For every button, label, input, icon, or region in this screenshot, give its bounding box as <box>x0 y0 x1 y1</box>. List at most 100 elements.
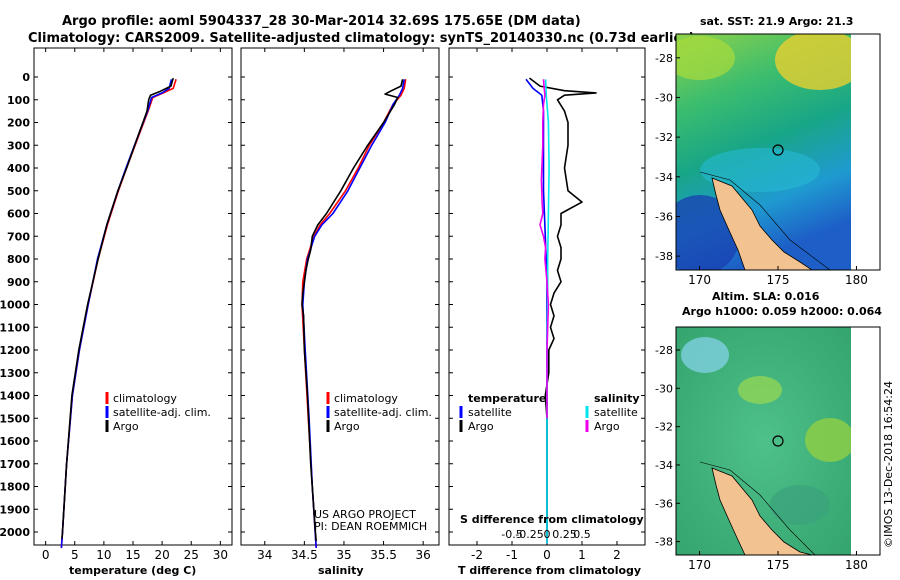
s-tick-label: 0 <box>544 528 551 541</box>
new-zealand-landmass <box>711 467 813 555</box>
legend-satellite-label: satellite-adj. clim. <box>113 406 211 419</box>
sst-map-title: sat. SST: 21.9 Argo: 21.3 <box>700 15 853 28</box>
series-line-satellite-adj-clim- <box>301 79 405 548</box>
depth-tick-label: 300 <box>7 139 30 152</box>
legend-salinity-title: salinity <box>594 392 640 405</box>
map-no-data-area <box>851 327 880 555</box>
difference-legend: temperature satellite Argo salinity sate… <box>459 392 640 433</box>
s-difference-label: S difference from climatology <box>460 513 644 526</box>
lat-tick-label: -30 <box>655 91 673 104</box>
sla-high-patch <box>738 376 782 404</box>
s-tick-label: -0.5 <box>501 528 522 541</box>
lat-tick-label: -36 <box>655 497 673 510</box>
legend-temperature-title: temperature <box>468 392 546 405</box>
lat-tick-label: -34 <box>655 459 673 472</box>
depth-tick-label: 200 <box>7 117 30 130</box>
depth-tick-label: 0 <box>22 71 30 84</box>
sla-low-patch <box>681 337 729 373</box>
x-tick-label: 10 <box>96 548 111 562</box>
series-line-satellite-adj-clim- <box>60 79 173 548</box>
sst-map: sat. SST: 21.9 Argo: 21.3 170 175 180 -28 -3… <box>655 15 881 287</box>
depth-tick-label: 400 <box>7 162 30 175</box>
depth-tick-label: 900 <box>7 276 30 289</box>
lon-tick-label: 170 <box>688 273 711 287</box>
x-tick-label: 35.5 <box>370 548 397 562</box>
depth-tick-label: 1800 <box>0 481 30 494</box>
imos-timestamp: ©IMOS 13-Dec-2018 16:54:24 <box>882 381 895 548</box>
series-line-s-argo <box>539 79 550 419</box>
legend-argo-label: Argo <box>113 420 139 433</box>
legend-t-satellite-label: satellite <box>468 406 512 419</box>
depth-tick-label: 1500 <box>0 412 30 425</box>
depth-axis: 0 100 200 300 400 500 600 700 800 900 1000 1100 1200… <box>0 71 30 539</box>
x-tick-label: 34 <box>257 548 272 562</box>
x-tick-label: 1 <box>578 548 586 562</box>
depth-tick-label: 1200 <box>0 344 30 357</box>
difference-panel: -2 -1 0 1 2 T difference from climatology S … <box>448 47 646 577</box>
lat-tick-label: -32 <box>655 131 673 144</box>
legend-argo-label: Argo <box>334 420 360 433</box>
legend-climatology-label: climatology <box>113 392 177 405</box>
x-tick-label: 0 <box>42 548 50 562</box>
depth-tick-label: 700 <box>7 230 30 243</box>
salinity-panel: 34 34.5 35 35.5 36 salinity climatology sate… <box>240 47 440 577</box>
bathymetry-contour <box>699 461 816 555</box>
depth-tick-label: 1300 <box>0 367 30 380</box>
lat-tick-label: -28 <box>655 344 673 357</box>
depth-tick-label: 1000 <box>0 299 30 312</box>
sla-patch <box>770 485 830 525</box>
figure-title-line1: Argo profile: aoml 5904337_28 30-Mar-201… <box>62 14 581 29</box>
lon-tick-label: 175 <box>767 273 790 287</box>
series-line-argo <box>61 77 174 539</box>
sla-map: Altim. SLA: 0.016 Argo h1000: 0.059 h200… <box>655 290 895 572</box>
sla-map-title-line1: Altim. SLA: 0.016 <box>712 290 820 303</box>
lon-tick-label: 170 <box>688 558 711 572</box>
depth-tick-label: 1700 <box>0 458 30 471</box>
depth-tick-label: 100 <box>7 94 30 107</box>
credit-project: US ARGO PROJECT <box>314 508 416 521</box>
lat-tick-label: -28 <box>655 52 673 65</box>
x-tick-label: 0 <box>543 548 551 562</box>
depth-tick-label: 500 <box>7 185 30 198</box>
x-tick-label: -2 <box>471 548 483 562</box>
x-tick-label: 35 <box>336 548 351 562</box>
series-line-t-argo <box>529 77 597 542</box>
x-tick-label: 5 <box>71 548 79 562</box>
x-tick-label: 2 <box>613 548 621 562</box>
lat-tick-label: -34 <box>655 171 673 184</box>
depth-tick-label: 600 <box>7 208 30 221</box>
argo-float-marker <box>772 144 784 156</box>
lat-tick-label: -30 <box>655 382 673 395</box>
sla-high-patch <box>805 418 851 462</box>
temperature-plot-frame <box>33 47 233 546</box>
salinity-plot-frame <box>240 47 440 546</box>
sst-warm-patch <box>775 34 851 90</box>
x-tick-label: 20 <box>154 548 169 562</box>
x-tick-label: 36 <box>416 548 431 562</box>
x-tick-label: 34.5 <box>291 548 318 562</box>
s-tick-label: 0.25 <box>552 528 577 541</box>
series-line-climatology <box>60 79 177 548</box>
x-tick-label: -1 <box>506 548 518 562</box>
depth-tick-label: 1600 <box>0 435 30 448</box>
temperature-xlabel: temperature (deg C) <box>69 564 196 577</box>
lon-tick-label: 180 <box>845 558 868 572</box>
lat-tick-label: -38 <box>655 536 673 549</box>
legend-satellite-label: satellite-adj. clim. <box>334 406 432 419</box>
new-zealand-landmass <box>711 177 813 270</box>
lon-tick-label: 180 <box>845 273 868 287</box>
sla-map-title-line2: Argo h1000: 0.059 h2000: 0.064 <box>682 305 882 318</box>
depth-tick-label: 1900 <box>0 503 30 516</box>
legend-climatology-label: climatology <box>334 392 398 405</box>
lon-tick-label: 175 <box>767 558 790 572</box>
difference-xlabel: T difference from climatology <box>458 564 641 577</box>
sst-warm-patch <box>676 36 735 80</box>
lat-tick-label: -36 <box>655 210 673 223</box>
salinity-legend: climatology satellite-adj. clim. Argo <box>326 392 432 433</box>
series-line-t-satellite <box>525 78 548 544</box>
series-line-climatology <box>301 79 407 548</box>
depth-tick-label: 800 <box>7 253 30 266</box>
lat-tick-label: -32 <box>655 421 673 434</box>
series-line-argo <box>301 79 404 542</box>
